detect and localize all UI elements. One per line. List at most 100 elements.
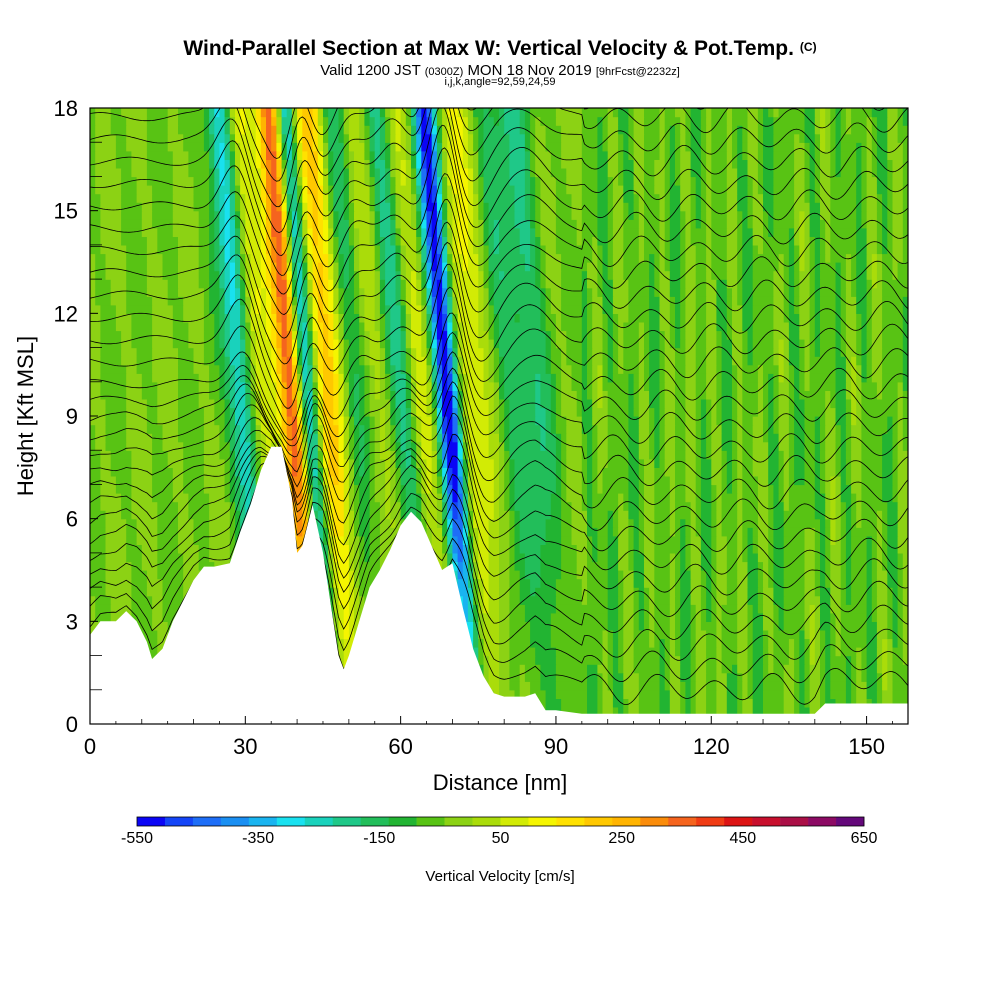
- field-cell: [592, 304, 604, 314]
- field-cell: [861, 672, 868, 682]
- field-cell: [721, 356, 733, 366]
- field-cell: [245, 339, 252, 349]
- field-cell: [783, 552, 805, 563]
- field-cell: [597, 373, 604, 383]
- field-cell: [825, 493, 831, 503]
- field-cell: [297, 330, 303, 340]
- field-cell: [664, 664, 671, 674]
- field-cell: [768, 407, 774, 417]
- field-cell: [612, 330, 619, 340]
- field-cell: [328, 433, 340, 443]
- field-cell: [716, 304, 728, 314]
- field-cell: [359, 330, 365, 340]
- field-cell: [876, 544, 883, 554]
- field-cell: [328, 544, 334, 554]
- field-cell: [804, 595, 821, 605]
- field-cell: [405, 347, 412, 357]
- field-cell: [618, 655, 624, 665]
- field-cell: [690, 501, 697, 511]
- chart-indices: i,j,k,angle=92,59,24,59: [444, 76, 556, 88]
- field-cell: [840, 510, 847, 520]
- field-cell: [752, 664, 764, 674]
- field-cell: [250, 270, 262, 280]
- field-cell: [649, 587, 655, 597]
- field-cell: [726, 544, 738, 554]
- field-cell: [752, 638, 764, 648]
- field-cell: [271, 339, 277, 349]
- field-cell: [607, 510, 614, 520]
- field-cell: [649, 287, 655, 297]
- field-cell: [721, 381, 733, 391]
- field-cell: [209, 493, 226, 503]
- field-cell: [685, 458, 697, 468]
- field-cell: [732, 321, 743, 332]
- field-cell: [245, 287, 252, 297]
- field-cell: [706, 698, 718, 708]
- field-cell: [436, 347, 443, 357]
- field-cell: [302, 518, 309, 528]
- field-cell: [654, 279, 661, 289]
- field-cell: [333, 373, 340, 383]
- field-cell: [442, 441, 448, 451]
- field-cell: [628, 373, 635, 383]
- field-cell: [509, 544, 516, 554]
- field-cell: [618, 561, 630, 571]
- field-cell: [581, 364, 588, 374]
- field-cell: [395, 373, 407, 383]
- field-cell: [835, 287, 842, 297]
- field-cell: [669, 595, 676, 605]
- field-cell: [742, 510, 759, 520]
- field-cell: [804, 339, 811, 349]
- field-cell: [312, 339, 319, 349]
- field-cell: [452, 527, 464, 537]
- field-cell: [732, 390, 738, 400]
- field-cell: [638, 493, 645, 503]
- field-cell: [411, 416, 417, 426]
- field-cell: [229, 279, 236, 289]
- field-cell: [742, 689, 749, 699]
- field-cell: [814, 510, 826, 520]
- field-cell: [587, 681, 598, 691]
- field-cell: [680, 518, 686, 528]
- field-cell: [587, 390, 593, 400]
- field-cell: [317, 347, 324, 357]
- field-cell: [649, 364, 661, 374]
- field-cell: [721, 441, 733, 451]
- field-cell: [488, 356, 495, 366]
- field-cell: [229, 416, 236, 426]
- field-cell: [752, 321, 774, 332]
- field-cell: [359, 595, 365, 605]
- field-cell: [804, 647, 811, 657]
- field-cell: [317, 330, 324, 340]
- field-cell: [882, 672, 888, 682]
- field-cell: [281, 262, 288, 272]
- field-cell: [229, 407, 236, 417]
- field-cell: [726, 672, 738, 682]
- field-cell: [882, 527, 888, 537]
- field-cell: [799, 689, 806, 699]
- field-cell: [675, 510, 692, 520]
- field-cell: [897, 638, 904, 648]
- field-cell: [488, 407, 495, 417]
- field-cell: [840, 330, 847, 340]
- field-cell: [535, 655, 557, 665]
- field-cell: [333, 518, 345, 528]
- field-cell: [447, 313, 453, 323]
- field-cell: [416, 381, 428, 391]
- field-cell: [178, 364, 195, 374]
- field-cell: [431, 398, 438, 409]
- field-cell: [550, 373, 557, 383]
- field-cell: [302, 262, 309, 272]
- field-cell: [105, 587, 132, 597]
- field-cell: [499, 270, 505, 280]
- field-cell: [840, 527, 847, 537]
- field-cell: [680, 330, 686, 340]
- field-cell: [747, 629, 754, 640]
- field-cell: [442, 544, 448, 554]
- field-cell: [343, 373, 350, 383]
- field-cell: [183, 475, 205, 486]
- field-cell: [436, 373, 443, 383]
- field-cell: [716, 501, 723, 511]
- field-cell: [561, 279, 583, 289]
- field-cell: [105, 510, 122, 520]
